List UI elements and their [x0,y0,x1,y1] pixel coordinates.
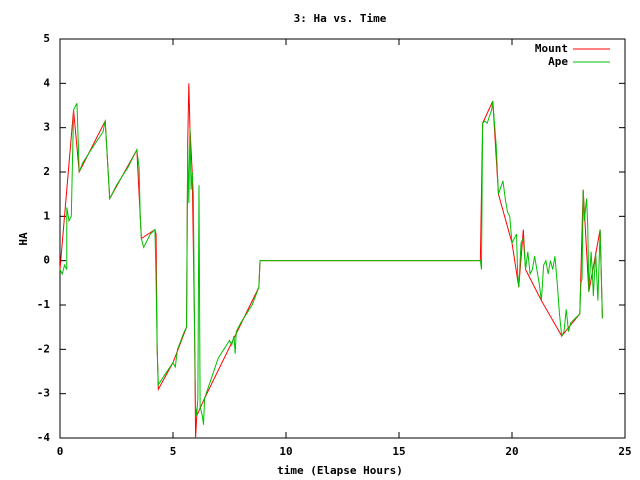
x-tick-label: 10 [279,445,292,458]
y-axis-label: HA [17,232,30,246]
legend-label: Ape [548,55,568,68]
x-tick-label: 5 [170,445,177,458]
y-tick-label: -3 [37,387,50,400]
y-tick-label: 5 [43,32,50,45]
x-tick-label: 25 [618,445,631,458]
y-tick-label: -4 [37,431,51,444]
x-axis-label: time (Elapse Hours) [277,464,403,477]
y-tick-label: 2 [43,165,50,178]
y-tick-label: 0 [43,254,50,267]
x-tick-label: 0 [57,445,64,458]
x-tick-label: 15 [392,445,405,458]
y-tick-label: 3 [43,121,50,134]
plot-frame [59,38,626,439]
x-tick-label: 20 [505,445,518,458]
series-line [59,101,603,425]
chart-title: 3: Ha vs. Time [294,12,387,25]
y-tick-label: -2 [37,342,50,355]
legend-label: Mount [535,42,568,55]
y-tick-label: -1 [37,298,51,311]
y-tick-label: 4 [43,76,50,89]
y-tick-label: 1 [43,209,50,222]
